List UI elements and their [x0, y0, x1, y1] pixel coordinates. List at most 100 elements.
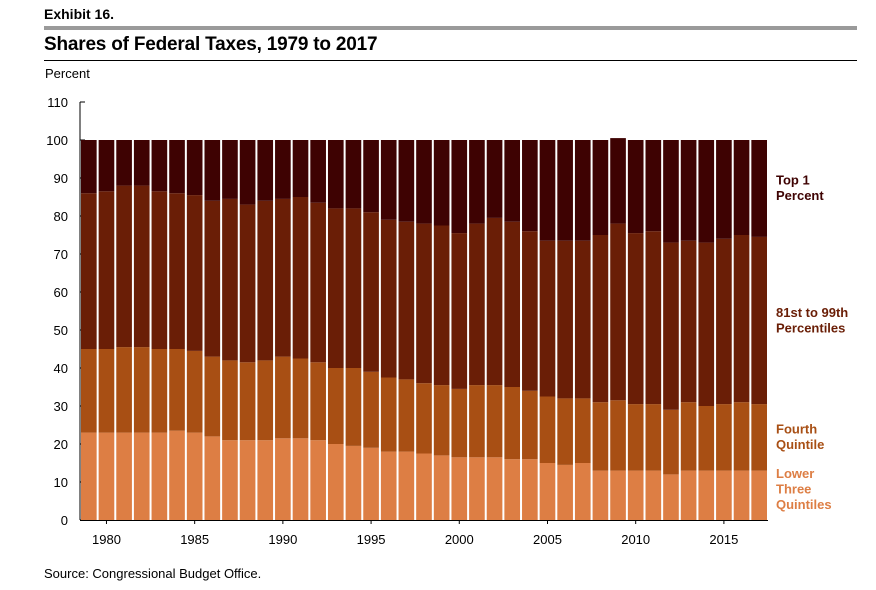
x-axis: 1980 1985 1990 1995 2000 2005 2010 2015: [80, 520, 768, 547]
bar-segment: [698, 140, 715, 243]
bar-segment: [451, 388, 468, 458]
series-label-line: Top 1: [776, 173, 810, 188]
y-tick-label: 70: [54, 247, 68, 262]
y-tick-label: 40: [54, 361, 68, 376]
bar-segment: [451, 457, 468, 520]
bar-segment: [469, 140, 485, 224]
bar-segment: [574, 140, 591, 241]
bar-segment: [433, 225, 450, 386]
bar-segment: [380, 377, 397, 452]
bar-segment: [751, 140, 767, 237]
bar-segment: [486, 385, 503, 458]
bar-segment: [645, 404, 662, 471]
series-label-line: Quintile: [776, 437, 824, 452]
bar-segment: [557, 464, 573, 520]
bar-segment: [133, 347, 150, 433]
bar-segment: [733, 140, 750, 235]
x-tick-label: 2000: [445, 532, 474, 547]
bar-segment: [363, 212, 379, 372]
bar-segment: [116, 347, 132, 433]
bar-segment: [380, 451, 397, 520]
bar-segment: [380, 140, 397, 220]
bar-segment: [257, 200, 274, 361]
bar-segment: [592, 140, 609, 235]
bar-segment: [504, 459, 521, 520]
bar-segment: [116, 185, 132, 348]
bar-segment: [116, 140, 132, 186]
bar-segment: [557, 240, 573, 399]
bar-segment: [416, 140, 432, 224]
bar-segment: [451, 140, 468, 234]
bar-segment: [733, 235, 750, 403]
bar-segment: [81, 140, 97, 194]
bar-segment: [257, 140, 274, 201]
bar-segment: [592, 402, 609, 471]
series-label: Top 1 Percent: [776, 173, 824, 204]
x-tick-label: 2005: [533, 532, 562, 547]
bar-segment: [433, 140, 450, 226]
bar-segment: [380, 219, 397, 378]
bar-segment: [116, 432, 132, 520]
chart-title: Shares of Federal Taxes, 1979 to 2017: [44, 34, 378, 55]
bar-segment: [292, 438, 309, 520]
bar-segment: [610, 400, 626, 471]
y-tick-label: 50: [54, 323, 68, 338]
bar-segment: [275, 438, 291, 520]
bar-segment: [98, 349, 115, 433]
bar-segment: [680, 140, 697, 241]
bar-segment: [716, 470, 732, 520]
bar-segment: [98, 432, 115, 520]
bar-segment: [133, 140, 150, 186]
bar-segment: [451, 233, 468, 389]
series-label-line: Quintiles: [776, 497, 832, 512]
bar-segment: [663, 242, 679, 410]
bar-segment: [151, 349, 168, 433]
series-label: 81st to 99th Percentiles: [776, 305, 848, 336]
bar-segment: [327, 368, 344, 444]
y-axis: 0 10 20 30 40 50 60 70 80 90 100 110: [46, 95, 85, 528]
bar-segment: [398, 379, 415, 452]
bar-segment: [716, 140, 732, 239]
bar-segment: [151, 140, 168, 192]
bar-segment: [698, 242, 715, 406]
series-label-line: Three: [776, 482, 811, 497]
bar-segment: [663, 140, 679, 243]
series-label-line: 81st to 99th: [776, 305, 848, 320]
bar-segment: [310, 440, 326, 520]
bar-segment: [574, 463, 591, 520]
bar-segment: [627, 470, 644, 520]
bar-segment: [169, 349, 185, 431]
bar-segment: [133, 185, 150, 348]
bar-segment: [574, 398, 591, 463]
bar-segment: [751, 236, 767, 405]
bar-segment: [433, 385, 450, 456]
bar-segment: [486, 217, 503, 386]
x-tick-label: 2010: [621, 532, 650, 547]
bar-segment: [98, 140, 115, 192]
bar-segment: [169, 140, 185, 194]
top-rule: [44, 26, 857, 30]
bar-segment: [169, 193, 185, 349]
bar-segment: [310, 202, 326, 363]
y-tick-label: 90: [54, 171, 68, 186]
bar-segment: [257, 360, 274, 441]
bar-segment: [81, 349, 97, 433]
series-labels: Lower Three Quintiles Fourth Quintile 81st to…: [776, 173, 848, 512]
bar-segment: [680, 402, 697, 471]
bar-segment: [275, 356, 291, 439]
bar-segment: [433, 455, 450, 520]
bar-segment: [469, 223, 485, 386]
series-label: Lower Three Quintiles: [776, 466, 832, 512]
x-tick-label: 1985: [180, 532, 209, 547]
y-tick-label: 80: [54, 209, 68, 224]
bar-segment: [522, 231, 538, 391]
bar-segment: [680, 240, 697, 403]
bar-segment: [469, 385, 485, 458]
bar-segment: [239, 362, 256, 441]
bar-segment: [751, 404, 767, 471]
bar-segment: [98, 191, 115, 349]
bar-segment: [522, 140, 538, 232]
series-label-line: Percentiles: [776, 320, 845, 335]
bar-segment: [522, 459, 538, 520]
bar-segment: [186, 140, 203, 196]
